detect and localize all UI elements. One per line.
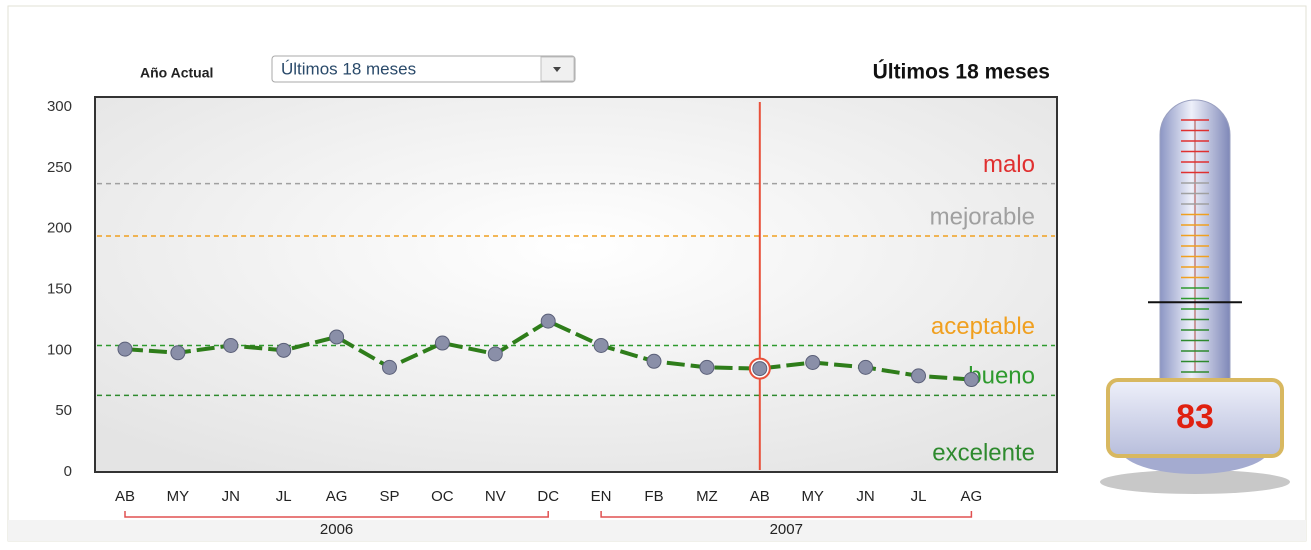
band-label: mejorable <box>930 203 1035 230</box>
point <box>277 343 291 357</box>
y-tick-label: 300 <box>47 98 72 115</box>
x-tick-label: AB <box>750 488 770 505</box>
dropdown-value[interactable]: Últimos 18 meses <box>281 59 416 78</box>
x-tick-label: SP <box>379 488 399 505</box>
x-tick-label: MY <box>801 488 824 505</box>
x-tick-label: MY <box>167 488 190 505</box>
point <box>224 338 238 352</box>
x-tick-label: EN <box>591 488 612 505</box>
point <box>753 362 767 376</box>
y-tick-label: 200 <box>47 220 72 237</box>
x-tick-label: MZ <box>696 488 718 505</box>
x-tick-label: AB <box>115 488 135 505</box>
x-tick-label: AG <box>326 488 348 505</box>
thermo-value: 83 <box>1176 398 1214 436</box>
point <box>488 347 502 361</box>
y-tick-label: 150 <box>47 280 72 297</box>
point <box>594 338 608 352</box>
x-tick-label: JL <box>276 488 292 505</box>
x-tick-label: FB <box>644 488 663 505</box>
x-tick-label: AG <box>961 488 983 505</box>
y-tick-label: 100 <box>47 341 72 358</box>
y-tick-label: 50 <box>55 402 72 419</box>
x-tick-label: OC <box>431 488 454 505</box>
control-label: Año Actual <box>140 65 213 81</box>
point <box>806 356 820 370</box>
band-label: aceptable <box>931 313 1035 340</box>
y-tick-label: 250 <box>47 159 72 176</box>
chart-title: Últimos 18 meses <box>873 60 1050 84</box>
chart: Año Actual Últimos 18 meses Últimos 18 m… <box>0 0 1311 545</box>
x-tick-label: JN <box>856 488 874 505</box>
point <box>541 314 555 328</box>
point <box>118 342 132 356</box>
point <box>859 360 873 374</box>
plot-area <box>95 97 1057 472</box>
group-label: 2006 <box>320 521 353 538</box>
point <box>647 354 661 368</box>
point <box>330 330 344 344</box>
band-label: excelente <box>932 439 1035 466</box>
x-tick-label: DC <box>537 488 559 505</box>
point <box>964 373 978 387</box>
band-label: malo <box>983 151 1035 178</box>
x-tick-label: JL <box>911 488 927 505</box>
point <box>700 360 714 374</box>
point <box>435 336 449 350</box>
point <box>912 369 926 383</box>
group-label: 2007 <box>770 521 803 538</box>
point <box>171 346 185 360</box>
page: Año Actual Últimos 18 meses Últimos 18 m… <box>0 0 1311 550</box>
footer-strip <box>8 520 1306 541</box>
band-label: bueno <box>968 363 1035 390</box>
x-tick-label: JN <box>222 488 240 505</box>
y-tick-label: 0 <box>64 463 72 480</box>
x-tick-label: NV <box>485 488 506 505</box>
point <box>383 360 397 374</box>
